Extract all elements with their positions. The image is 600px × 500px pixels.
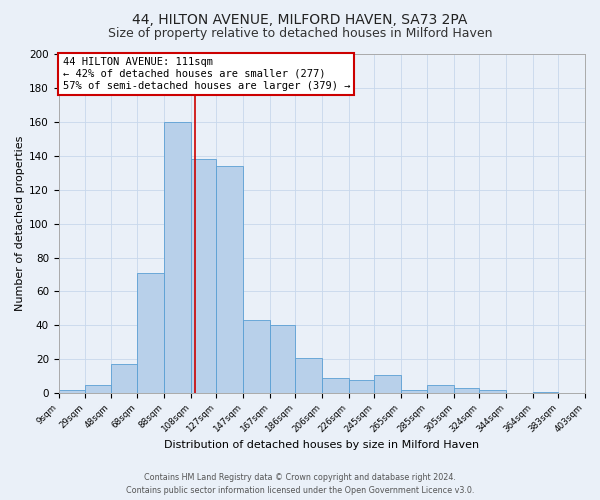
Bar [85, 385, 111, 394]
Bar [164, 122, 191, 394]
Bar [137, 273, 164, 394]
Bar [479, 390, 506, 394]
Bar [349, 380, 374, 394]
Text: Contains HM Land Registry data © Crown copyright and database right 2024.
Contai: Contains HM Land Registry data © Crown c… [126, 474, 474, 495]
Text: 44 HILTON AVENUE: 111sqm
← 42% of detached houses are smaller (277)
57% of semi-: 44 HILTON AVENUE: 111sqm ← 42% of detach… [62, 58, 350, 90]
Bar [270, 326, 295, 394]
Bar [59, 390, 85, 394]
Bar [111, 364, 137, 394]
Y-axis label: Number of detached properties: Number of detached properties [15, 136, 25, 312]
Bar [322, 378, 349, 394]
Bar [216, 166, 243, 394]
Bar [427, 385, 454, 394]
Text: Size of property relative to detached houses in Milford Haven: Size of property relative to detached ho… [108, 28, 492, 40]
Bar [295, 358, 322, 394]
X-axis label: Distribution of detached houses by size in Milford Haven: Distribution of detached houses by size … [164, 440, 479, 450]
Bar [374, 374, 401, 394]
Text: 44, HILTON AVENUE, MILFORD HAVEN, SA73 2PA: 44, HILTON AVENUE, MILFORD HAVEN, SA73 2… [133, 12, 467, 26]
Bar [401, 390, 427, 394]
Bar [454, 388, 479, 394]
Bar [191, 159, 216, 394]
Bar [243, 320, 270, 394]
Bar [533, 392, 558, 394]
